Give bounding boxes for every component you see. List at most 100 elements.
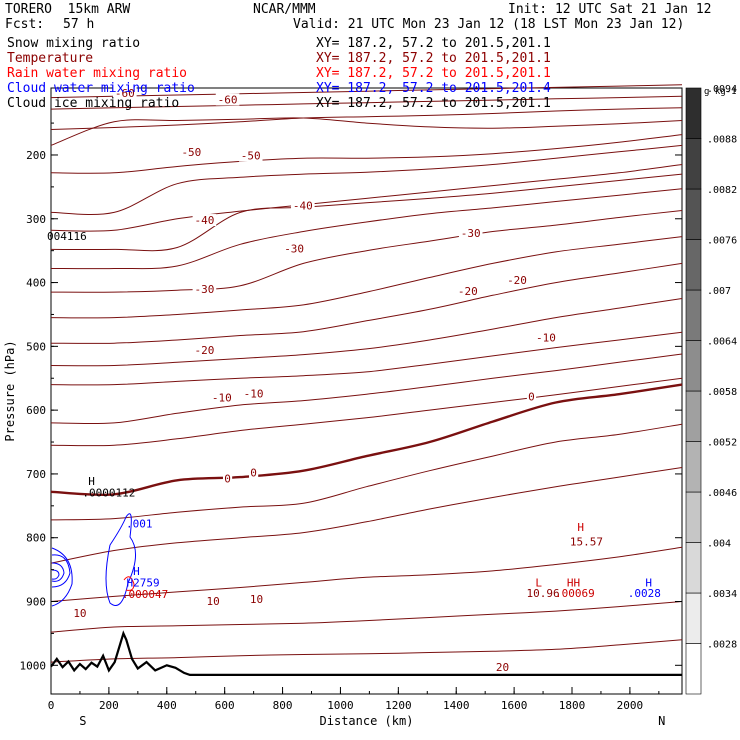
x-tick-label-1200: 1200 <box>385 699 412 712</box>
extremum-label-6: H <box>577 521 584 534</box>
field-xy-cloud-water: XY= 187.2, 57.2 to 201.5,201.4 <box>316 81 551 96</box>
extremum-label-13: .0028 <box>628 587 661 600</box>
colorbar-box-7 <box>685 289 702 341</box>
x-tick-label-400: 400 <box>157 699 177 712</box>
model-title: TORERO 15km ARW <box>5 2 131 17</box>
x-tick-label-1400: 1400 <box>443 699 470 712</box>
x-tick-label-200: 200 <box>99 699 119 712</box>
isotherm-7 <box>50 173 683 252</box>
terrain-profile <box>50 630 682 676</box>
colorbar-tick-label-7: .007 <box>707 286 731 297</box>
contour-label-bg-11 <box>192 344 217 357</box>
x-tick-label-2000: 2000 <box>617 699 644 712</box>
contour-label-9: -20 <box>507 274 527 287</box>
contour-label-bg-4 <box>192 214 217 227</box>
cloud-water-contour-mid <box>105 513 136 606</box>
contour-label-bg-7 <box>282 242 306 255</box>
isotherm-15 <box>50 377 683 447</box>
isotherm-3 <box>50 117 683 146</box>
extremum-label-0: H <box>88 475 95 488</box>
contour-label-bg-8 <box>192 282 217 295</box>
y-tick-label-700: 700 <box>26 468 46 481</box>
extremum-label-14: 004116 <box>47 230 87 243</box>
contour-label-bg-18 <box>248 592 265 605</box>
extremum-label-11: .00069 <box>555 587 595 600</box>
cloud-water-contour-1 <box>51 562 65 582</box>
y-tick-label-600: 600 <box>26 404 46 417</box>
y-tick-label-800: 800 <box>26 532 46 545</box>
contour-label-bg-19 <box>204 594 222 607</box>
contour-label-3: -50 <box>241 150 261 163</box>
field-name-cloud-ice: Cloud ice mixing ratio <box>7 96 180 111</box>
colorbar-box-11 <box>685 87 702 139</box>
isotherm-14 <box>50 353 683 425</box>
field-xy-temperature: XY= 187.2, 57.2 to 201.5,201.1 <box>316 51 551 66</box>
init-time: Init: 12 UTC Sat 21 Jan 12 <box>508 2 712 17</box>
isotherm-4 <box>50 134 683 174</box>
x-tick-label-600: 600 <box>215 699 235 712</box>
isotherm-11 <box>50 262 683 344</box>
y-tick-label-200: 200 <box>26 149 46 162</box>
contour-label-5: -40 <box>293 199 313 212</box>
valid-time: Valid: 21 UTC Mon 23 Jan 12 (18 LST Mon … <box>293 17 685 32</box>
contour-label-2: -50 <box>181 146 201 159</box>
isotherm-2 <box>50 107 683 130</box>
extremum-label-2: .001 <box>126 518 153 531</box>
organization-label: NCAR/MMM <box>253 2 316 17</box>
colorbar-box-2 <box>685 542 702 594</box>
x-tick-label-800: 800 <box>273 699 293 712</box>
field-name-snow: Snow mixing ratio <box>7 36 141 51</box>
isotherm-10 <box>50 236 683 319</box>
colorbar-tick-label-5: .0058 <box>707 387 737 398</box>
x-tick-label-1000: 1000 <box>327 699 354 712</box>
contour-label-bg-3 <box>238 149 263 162</box>
field-xy-rain: XY= 187.2, 57.2 to 201.5,201.1 <box>316 66 551 81</box>
colorbar-box-4 <box>685 441 702 493</box>
isotherm-8 <box>50 188 683 270</box>
colorbar-unit-label: g kg-1 <box>704 87 737 97</box>
isotherm-19 <box>50 546 683 602</box>
extremum-label-9: 10.96 <box>527 587 560 600</box>
isotherm-17 <box>50 423 683 521</box>
colorbar-tick-label-6: .0064 <box>707 337 737 348</box>
colorbar-box-8 <box>685 239 702 291</box>
south-endpoint-label: S <box>79 714 86 728</box>
contour-label-bg-10 <box>456 284 480 297</box>
contour-label-bg-16 <box>249 466 259 479</box>
contour-label-4: -40 <box>194 214 214 227</box>
contour-label-bg-15 <box>526 390 537 403</box>
contour-label-bg-13 <box>241 387 266 400</box>
colorbar-tick-label-2: .004 <box>707 539 731 550</box>
contour-label-bg-2 <box>179 145 204 158</box>
contour-label-20: 10 <box>73 607 86 620</box>
isotherm-16 <box>50 383 683 497</box>
colorbar-tick-label-9: .0082 <box>707 185 737 196</box>
contour-label-bg-1 <box>215 93 240 106</box>
cloud-water-contour-0 <box>51 554 71 588</box>
y-axis-title: Pressure (hPa) <box>3 340 17 441</box>
colorbar-tick-label-3: .0046 <box>707 488 737 499</box>
extremum-label-1: .0000112 <box>82 486 135 499</box>
y-tick-label-900: 900 <box>26 596 46 609</box>
forecast-label: Fcst: <box>5 17 45 32</box>
contour-label-0: -60 <box>115 87 135 100</box>
isotherm-18 <box>50 467 683 564</box>
contour-label-15: 0 <box>528 391 535 404</box>
isotherm-12 <box>50 298 683 367</box>
contour-label-21: 20 <box>496 661 509 674</box>
extremum-label-10: HH <box>567 576 580 589</box>
contour-label-11: -20 <box>194 344 214 357</box>
contour-label-14: -10 <box>212 391 232 404</box>
colorbar-box-9 <box>685 188 702 240</box>
isotherm-9 <box>50 210 683 293</box>
contour-label-13: -10 <box>244 388 264 401</box>
isotherm-5 <box>50 144 683 216</box>
isotherm-6 <box>50 164 683 232</box>
colorbar-tick-label-10: .0088 <box>707 135 737 146</box>
contour-label-bg-14 <box>209 391 234 404</box>
contour-label-1: -60 <box>218 93 238 106</box>
contour-label-8: -30 <box>194 283 214 296</box>
extremum-label-4: H2759 <box>126 576 159 589</box>
contour-label-16: 0 <box>250 467 257 480</box>
